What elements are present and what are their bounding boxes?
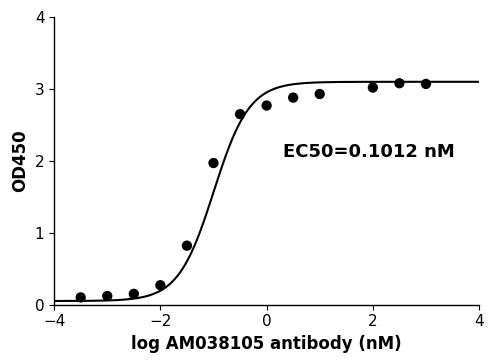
Point (396, 80, 403, 86)
Point (183, 243, 191, 249)
Point (209, 160, 217, 166)
Point (130, 291, 138, 297)
Point (369, 85, 377, 91)
Point (263, 103, 271, 108)
X-axis label: log AM038105 antibody (nM): log AM038105 antibody (nM) (131, 335, 402, 353)
Point (156, 282, 164, 288)
Point (103, 293, 111, 299)
Point (236, 111, 244, 117)
Point (77, 294, 85, 300)
Point (289, 95, 297, 100)
Point (316, 91, 324, 97)
Y-axis label: OD450: OD450 (11, 130, 29, 192)
Point (422, 81, 430, 87)
Text: EC50=0.1012 nM: EC50=0.1012 nM (283, 143, 454, 161)
